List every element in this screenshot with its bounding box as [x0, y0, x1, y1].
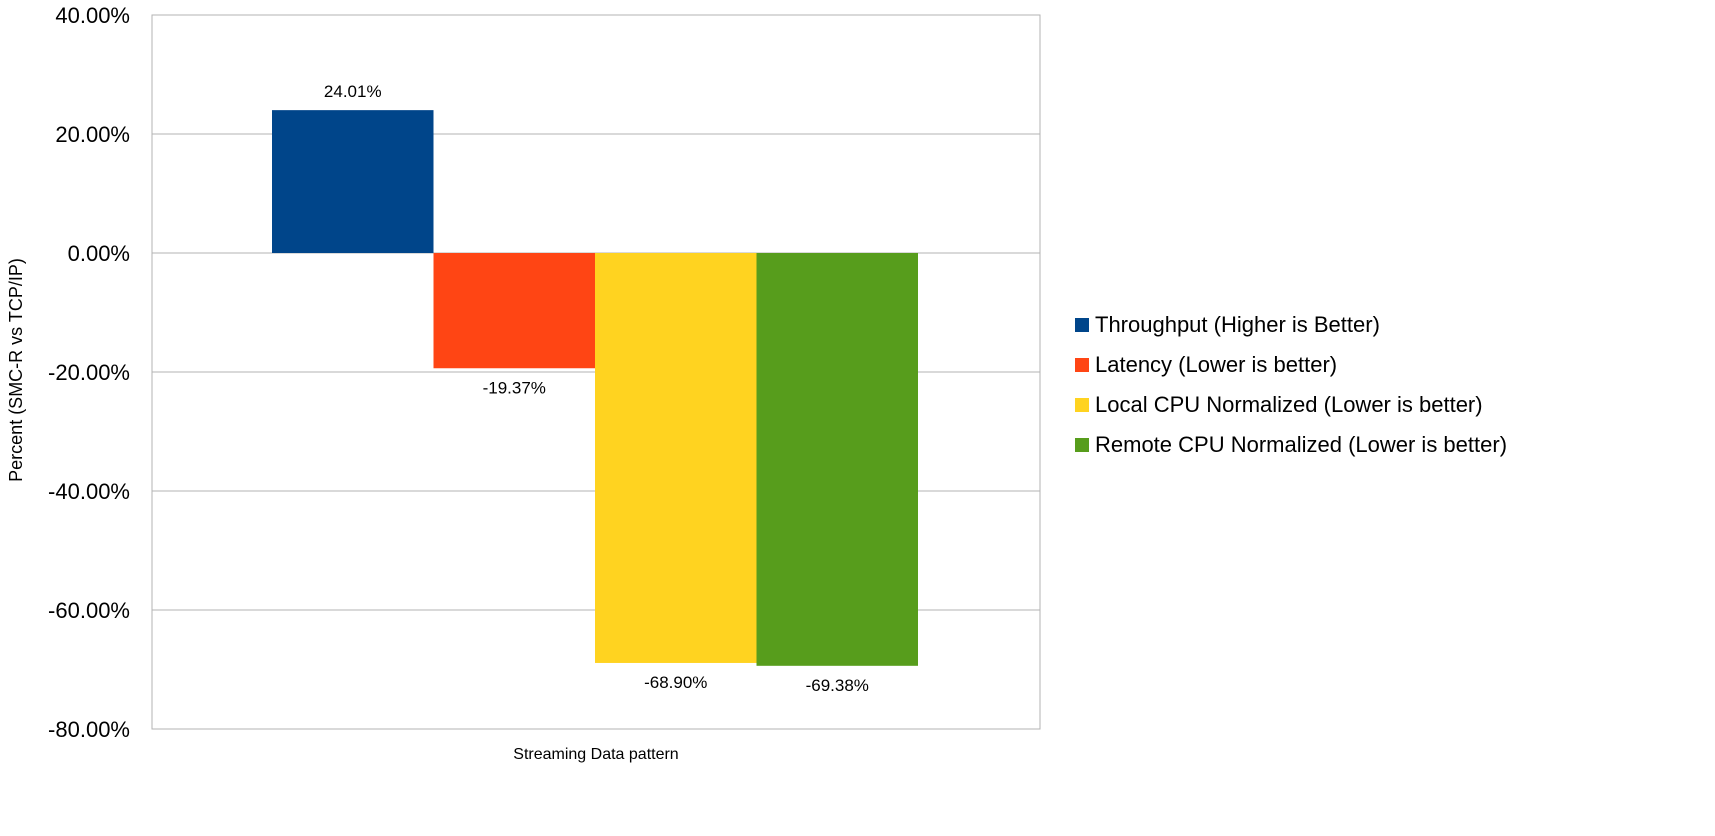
data-labels: 24.01% -19.37% -68.90% -69.38% — [324, 82, 869, 695]
y-tick-label: 40.00% — [55, 3, 130, 28]
legend-swatch — [1075, 398, 1089, 412]
data-label: -68.90% — [644, 673, 707, 692]
plot-area-frame — [151, 14, 1041, 730]
bars — [272, 110, 918, 666]
y-tick-label: -40.00% — [48, 479, 130, 504]
bar-1 — [272, 110, 434, 253]
bar-3 — [595, 253, 757, 663]
y-tick-label: 0.00% — [68, 241, 130, 266]
bar-4 — [756, 253, 918, 666]
y-axis-title: Percent (SMC-R vs TCP/IP) — [6, 258, 26, 482]
data-label: -69.38% — [806, 676, 869, 695]
category-label: Streaming Data pattern — [513, 746, 678, 763]
legend-swatch — [1075, 438, 1089, 452]
data-label: -19.37% — [483, 378, 546, 397]
data-label: 24.01% — [324, 82, 382, 101]
legend-label: Remote CPU Normalized (Lower is better) — [1095, 432, 1508, 457]
legend-label: Local CPU Normalized (Lower is better) — [1095, 392, 1483, 417]
y-axis-ticks: 40.00% 20.00% 0.00% -20.00% -40.00% -60.00% -8… — [48, 3, 130, 742]
legend-swatch — [1075, 318, 1089, 332]
legend-swatch — [1075, 358, 1089, 372]
legend-item: Latency (Lower is better) — [1075, 350, 1507, 380]
y-tick-label: 20.00% — [55, 122, 130, 147]
y-tick-label: -20.00% — [48, 360, 130, 385]
bar-2 — [433, 253, 595, 369]
legend-label: Latency (Lower is better) — [1095, 352, 1338, 377]
y-tick-label: -80.00% — [48, 717, 130, 742]
legend-label: Throughput (Higher is Better) — [1095, 312, 1380, 337]
y-tick-label: -60.00% — [48, 598, 130, 623]
legend-item: Local CPU Normalized (Lower is better) — [1075, 390, 1507, 420]
legend-item: Throughput (Higher is Better) — [1075, 310, 1507, 340]
legend-item: Remote CPU Normalized (Lower is better) — [1075, 430, 1507, 460]
legend: Throughput (Higher is Better) Latency (Lo… — [1075, 310, 1507, 470]
